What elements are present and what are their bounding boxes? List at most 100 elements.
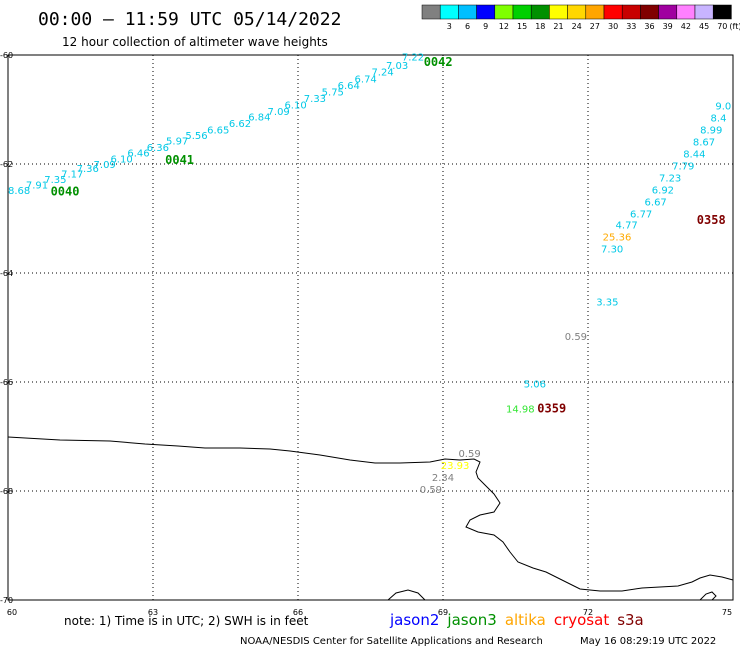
pass-time-label: 0358 bbox=[697, 213, 726, 227]
swh-value: 6.65 bbox=[207, 125, 229, 136]
legend-jason3: jason3 bbox=[446, 611, 496, 629]
lat-tick-label: -66 bbox=[0, 378, 13, 387]
pass-time-label: 0041 bbox=[165, 153, 194, 167]
swh-value: 7.24 bbox=[371, 68, 393, 79]
swh-value: 4.77 bbox=[616, 220, 638, 231]
swh-value: 0.59 bbox=[420, 485, 442, 496]
swh-value: 0.59 bbox=[565, 332, 587, 343]
lat-tick-label: -70 bbox=[0, 596, 13, 605]
swh-value: 3.35 bbox=[596, 298, 618, 309]
swh-value: 2.34 bbox=[432, 473, 454, 484]
colorbar-swatch bbox=[530, 4, 550, 20]
legend-jason2: jason2 bbox=[389, 611, 439, 629]
swh-value: 7.36 bbox=[77, 164, 99, 175]
swh-value: 7.09 bbox=[94, 160, 116, 171]
swh-value: 0.59 bbox=[458, 449, 480, 460]
colorbar-label: 3 bbox=[447, 22, 452, 31]
swh-value: 8.4 bbox=[711, 113, 727, 124]
colorbar-label: 36 bbox=[644, 22, 654, 31]
colorbar-label: 39 bbox=[663, 22, 673, 31]
colorbar-swatch bbox=[549, 4, 568, 20]
swh-value: 6.46 bbox=[127, 148, 149, 159]
swh-value: 6.62 bbox=[229, 119, 251, 130]
swh-value: 7.09 bbox=[268, 107, 290, 118]
satellite-legend: jason2 jason3 altika cryosat s3a bbox=[389, 611, 644, 629]
colorbar-swatch bbox=[421, 4, 441, 20]
colorbar-swatch bbox=[712, 4, 732, 20]
map-subtitle: 12 hour collection of altimeter wave hei… bbox=[62, 35, 328, 49]
swh-value: 6.74 bbox=[355, 74, 377, 85]
colorbar-label: 21 bbox=[553, 22, 563, 31]
colorbar-swatch bbox=[458, 4, 477, 20]
lat-tick-label: -62 bbox=[0, 160, 13, 169]
swh-value: 7.03 bbox=[386, 61, 408, 72]
swh-value: 7.91 bbox=[26, 181, 48, 192]
swh-value: 6.77 bbox=[630, 209, 652, 220]
lat-tick-label: -60 bbox=[0, 51, 13, 60]
swh-value: 6.84 bbox=[248, 112, 270, 123]
axis-ticks: 60 63 66 69 72 75 -60 -62 -64 -66 -68 -70 bbox=[0, 51, 732, 617]
colorbar-swatch bbox=[621, 4, 641, 20]
swh-value: 5.56 bbox=[185, 131, 207, 142]
pass-time-labels: 0040 0041 0042 0358 0359 bbox=[51, 55, 726, 416]
pass-time-label: 0040 bbox=[51, 185, 80, 199]
swh-value: 14.98 bbox=[506, 405, 535, 416]
map-frame bbox=[7, 54, 734, 601]
generated-timestamp: May 16 08:29:19 UTC 2022 bbox=[580, 636, 716, 647]
legend-altika: altika bbox=[505, 611, 546, 629]
lon-tick-label: 66 bbox=[293, 608, 303, 617]
swh-value: 7.79 bbox=[672, 161, 694, 172]
colorbar-swatch bbox=[476, 4, 496, 20]
colorbar-swatch bbox=[567, 4, 587, 20]
swh-value: 7.33 bbox=[304, 94, 326, 105]
swh-value: 6.92 bbox=[652, 185, 674, 196]
colorbar-label: 15 bbox=[517, 22, 527, 31]
swh-value: 7.17 bbox=[61, 170, 83, 181]
swh-value: 8.44 bbox=[683, 149, 705, 160]
swh-value: 9.0 bbox=[715, 102, 731, 113]
colorbar-swatch bbox=[603, 4, 623, 20]
map-title: 00:00 – 11:59 UTC 05/14/2022 bbox=[38, 9, 341, 30]
pass-time-label: 0042 bbox=[424, 55, 453, 69]
swh-value: 8.67 bbox=[693, 137, 715, 148]
wave-height-observations: 8.687.917.357.177.367.096.106.466.365.97… bbox=[8, 52, 731, 496]
lon-tick-label: 72 bbox=[583, 608, 593, 617]
lon-tick-label: 63 bbox=[148, 608, 158, 617]
swh-value: 7.23 bbox=[659, 173, 681, 184]
colorbar-swatch bbox=[676, 4, 696, 20]
colorbar-label: 33 bbox=[626, 22, 636, 31]
lon-tick-label: 60 bbox=[7, 608, 17, 617]
swh-value: 6.36 bbox=[147, 143, 169, 154]
colorbar-swatch bbox=[585, 4, 605, 20]
swh-value: 6.10 bbox=[284, 100, 306, 111]
colorbar-label: 6 bbox=[465, 22, 470, 31]
colorbar-swatch bbox=[494, 4, 514, 20]
swh-value: 6.10 bbox=[110, 154, 132, 165]
footnote: note: 1) Time is in UTC; 2) SWH is in fe… bbox=[64, 614, 309, 628]
swh-value: 23.93 bbox=[441, 461, 470, 472]
colorbar-label: 30 bbox=[608, 22, 618, 31]
colorbar-label: 70 bbox=[717, 22, 727, 31]
swh-value: 7.35 bbox=[44, 175, 66, 186]
swh-value: 5.75 bbox=[322, 87, 344, 98]
colorbar-label: 45 bbox=[699, 22, 709, 31]
colorbar-swatch bbox=[658, 4, 678, 20]
colorbar-label: 12 bbox=[499, 22, 509, 31]
credit-line: NOAA/NESDIS Center for Satellite Applica… bbox=[240, 636, 543, 647]
swh-value: 5.06 bbox=[524, 379, 546, 390]
swh-value: 8.99 bbox=[700, 125, 722, 136]
swh-value: 8.68 bbox=[8, 186, 30, 197]
lon-tick-label: 69 bbox=[438, 608, 448, 617]
lon-tick-label: 75 bbox=[722, 608, 732, 617]
lat-tick-label: -68 bbox=[0, 487, 13, 496]
antarctic-coastline bbox=[7, 436, 734, 592]
colorbar-swatch bbox=[512, 4, 532, 20]
colorbar-label: 18 bbox=[535, 22, 545, 31]
colorbar-label: 24 bbox=[572, 22, 582, 31]
colorbar-swatch bbox=[439, 4, 459, 20]
colorbar-label: 42 bbox=[681, 22, 691, 31]
swh-value: 6.64 bbox=[338, 81, 360, 92]
lat-tick-label: -64 bbox=[0, 269, 13, 278]
